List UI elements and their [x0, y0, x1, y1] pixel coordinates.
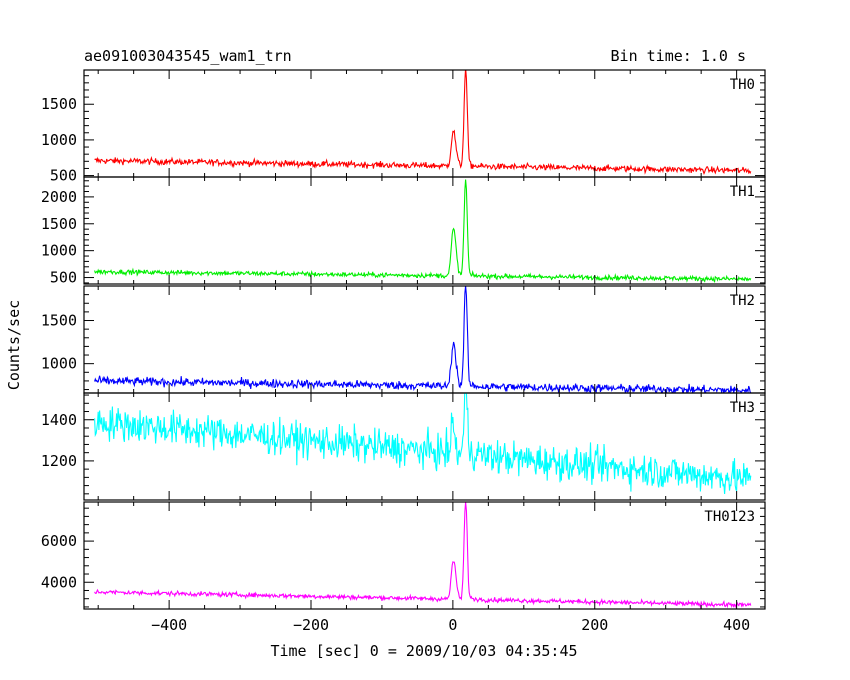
panel-frame	[83, 176, 766, 285]
panel-label-th3: TH3	[730, 400, 755, 416]
panel-frame	[83, 501, 766, 610]
panels-group: 500 1000 1500 TH0 500 1000 1500 2000 TH1 1000 1500…	[41, 69, 766, 610]
panel-frame	[83, 392, 766, 501]
x-tick-label: 400	[723, 616, 750, 634]
y-tick-label: 1000	[41, 355, 77, 373]
x-axis-label: Time [sec] 0 = 2009/10/03 04:35:45	[270, 642, 577, 660]
y-tick-label: 1400	[41, 411, 77, 429]
bin-time-label: Bin time: 1.0 s	[611, 47, 746, 65]
series-line-th2	[94, 286, 752, 393]
y-tick-label: 6000	[41, 532, 77, 550]
x-tick-label: −200	[293, 616, 329, 634]
panel-label-th0123: TH0123	[704, 509, 755, 525]
y-axis-label: Counts/sec	[5, 300, 23, 390]
series-line-th0123	[94, 502, 752, 609]
chart-title: ae091003043545_wam1_trn	[84, 47, 292, 65]
series-line-th1	[94, 179, 752, 284]
x-tick-label: 0	[448, 616, 457, 634]
x-tick-label: −400	[151, 616, 187, 634]
panel-label-th2: TH2	[730, 293, 755, 309]
y-tick-label: 1200	[41, 452, 77, 470]
y-tick-label: 1500	[41, 312, 77, 330]
x-axis: −400 −200 0 200 400	[151, 616, 750, 634]
y-tick-label: 1500	[41, 215, 77, 233]
panel-label-th0: TH0	[730, 77, 755, 93]
series-line-th0	[94, 70, 752, 176]
y-tick-label: 4000	[41, 573, 77, 591]
y-tick-label: 1000	[41, 242, 77, 260]
panel-th0123: 4000 6000 TH0123	[41, 501, 766, 610]
panel-frame	[83, 285, 766, 394]
panel-th3: 1200 1400 TH3	[41, 392, 766, 501]
y-tick-label: 2000	[41, 188, 77, 206]
y-tick-label: 1000	[41, 131, 77, 149]
panel-th2: 1000 1500 TH2	[41, 285, 766, 394]
y-tick-label: 500	[50, 167, 77, 185]
x-tick-label: 200	[581, 616, 608, 634]
series-line-th3	[94, 393, 752, 494]
panel-th1: 500 1000 1500 2000 TH1	[41, 176, 766, 287]
y-tick-label: 500	[50, 269, 77, 287]
panel-label-th1: TH1	[730, 184, 755, 200]
y-tick-label: 1500	[41, 95, 77, 113]
panel-th0: 500 1000 1500 TH0	[41, 69, 766, 185]
